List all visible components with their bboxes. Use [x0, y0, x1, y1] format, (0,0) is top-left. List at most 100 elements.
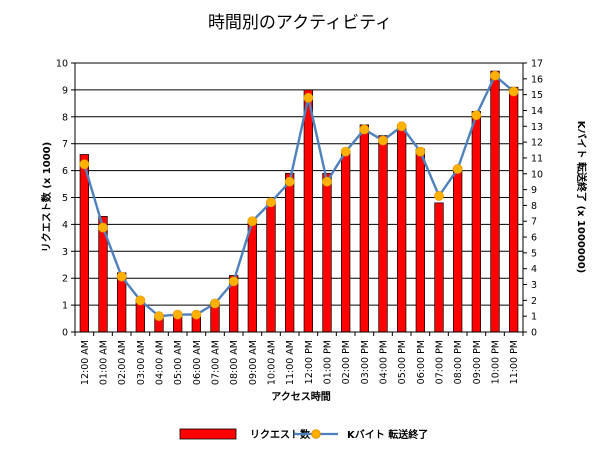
y-axis-label: リクエスト数 (x 1000): [40, 142, 53, 252]
y-tick-label: 6: [62, 166, 68, 177]
x-tick-label: 07:00 AM: [211, 340, 222, 385]
x-tick-label: 02:00 PM: [341, 340, 352, 384]
bar: [341, 151, 351, 333]
bar: [415, 148, 425, 333]
y-tick-label: 4: [62, 220, 68, 231]
bar: [453, 167, 463, 333]
y2-axis-label: Kバイト 転送終了 (x 1000000): [575, 121, 588, 274]
chart-title: 時間別のアクティビティ: [208, 13, 392, 33]
y2-tick-label: 15: [531, 90, 543, 101]
y-tick-label: 3: [62, 247, 68, 258]
x-tick-label: 12:00 AM: [80, 340, 91, 385]
x-tick-label: 04:00 AM: [155, 340, 166, 385]
legend-label-kbytes: Kバイト 転送終了: [347, 428, 428, 441]
kbytes-marker: [490, 70, 500, 81]
y2-tick-label: 0: [531, 328, 537, 339]
x-tick-label: 07:00 PM: [435, 340, 446, 384]
y2-tick-label: 8: [531, 201, 537, 212]
y2-tick-label: 1: [531, 312, 537, 323]
kbytes-marker: [154, 311, 164, 322]
kbytes-marker: [508, 86, 519, 97]
bar: [359, 124, 369, 333]
y-tick-label: 7: [62, 139, 68, 150]
x-tick-label: 05:00 AM: [173, 340, 184, 385]
bar: [490, 70, 500, 333]
x-tick-label: 12:00 PM: [304, 340, 315, 384]
x-ticks: 12:00 AM 01:00 AM 02:00 AM 03:00 AM 04:00 AM…: [74, 332, 524, 385]
kbytes-marker: [247, 216, 258, 227]
x-axis-label: アクセス時間: [271, 390, 331, 403]
bar: [247, 221, 257, 333]
bar-series: [79, 70, 519, 333]
kbytes-marker: [359, 124, 370, 135]
x-tick-label: 08:00 PM: [453, 340, 464, 384]
kbytes-marker: [396, 121, 407, 132]
x-tick-label: 01:00 PM: [323, 340, 334, 384]
bar: [322, 172, 332, 333]
y-tick-label: 0: [62, 328, 68, 339]
x-tick-label: 03:00 PM: [360, 340, 371, 384]
y2-tick-label: 10: [531, 169, 543, 180]
x-tick-label: 04:00 PM: [379, 340, 390, 384]
x-tick-label: 05:00 PM: [397, 340, 408, 384]
kbytes-marker: [378, 135, 388, 146]
left-y-ticks: 0 1 2 3 4 5 6 7 8 9 10: [56, 59, 75, 339]
kbytes-marker: [340, 146, 351, 157]
x-tick-label: 10:00 PM: [491, 340, 502, 384]
kbytes-marker: [210, 298, 220, 309]
kbytes-marker: [452, 164, 463, 174]
bar: [79, 154, 89, 333]
y2-tick-label: 13: [531, 122, 543, 133]
y-tick-label: 5: [62, 193, 68, 204]
kbytes-marker: [471, 110, 482, 121]
y2-tick-label: 6: [531, 233, 537, 244]
x-tick-label: 10:00 AM: [267, 340, 278, 385]
bar: [509, 86, 519, 333]
y2-tick-label: 9: [531, 185, 537, 196]
x-tick-label: 08:00 AM: [229, 340, 240, 385]
kbytes-marker: [322, 176, 332, 187]
y-tick-label: 8: [62, 112, 68, 123]
bar: [303, 89, 313, 333]
kbytes-marker: [116, 271, 127, 282]
x-tick-label: 06:00 PM: [416, 340, 427, 384]
x-tick-label: 09:00 AM: [248, 340, 259, 385]
legend-label-requests: リクエスト数: [250, 428, 311, 441]
x-tick-label: 02:00 AM: [117, 340, 128, 385]
x-tick-label: 03:00 AM: [136, 340, 147, 385]
y2-tick-label: 16: [531, 74, 543, 85]
legend-swatch-requests: [179, 428, 237, 440]
y-tick-label: 1: [62, 301, 68, 312]
y2-tick-label: 14: [531, 106, 543, 117]
bar: [434, 202, 444, 333]
y-tick-label: 10: [56, 59, 68, 70]
kbytes-marker: [228, 276, 239, 287]
kbytes-marker: [284, 176, 295, 187]
kbytes-marker: [303, 92, 314, 103]
x-tick-label: 01:00 AM: [99, 340, 110, 385]
kbytes-marker: [98, 222, 108, 233]
bar: [397, 127, 407, 333]
y-tick-label: 9: [62, 85, 68, 96]
kbytes-marker: [191, 309, 202, 320]
kbytes-marker: [266, 197, 276, 208]
y2-tick-label: 7: [531, 217, 537, 228]
kbytes-marker: [415, 146, 426, 157]
y2-tick-label: 11: [531, 153, 543, 164]
bar: [378, 135, 388, 333]
y2-tick-label: 3: [531, 280, 537, 291]
y2-tick-label: 12: [531, 138, 543, 149]
y2-tick-label: 5: [531, 248, 537, 259]
line-series: [79, 70, 519, 322]
chart-legend: リクエスト数 Kバイト 転送終了: [179, 428, 428, 441]
kbytes-marker: [135, 295, 146, 306]
y-tick-label: 2: [62, 274, 68, 285]
x-tick-label: 11:00 AM: [285, 340, 296, 385]
x-tick-label: 06:00 AM: [192, 340, 203, 385]
kbytes-marker: [434, 191, 444, 201]
kbytes-line: [83, 74, 515, 318]
y2-tick-label: 17: [531, 59, 543, 70]
grid-lines: [75, 62, 523, 306]
